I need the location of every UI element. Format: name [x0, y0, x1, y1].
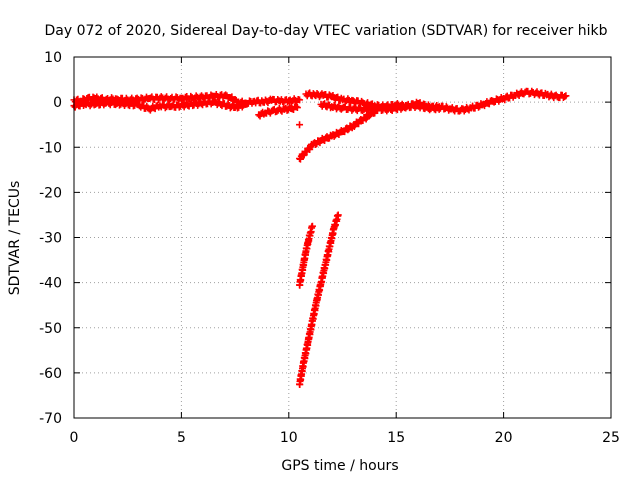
series-dip-9h [255, 103, 301, 120]
data-point [334, 212, 342, 220]
plot-frame [73, 56, 612, 419]
series-outlier [296, 121, 304, 129]
data-point [132, 99, 140, 107]
data-point [294, 95, 302, 103]
data-point [296, 121, 304, 129]
series-recovery-arc [296, 106, 381, 163]
data-point [358, 97, 366, 105]
data-point [241, 99, 249, 107]
data-point [224, 100, 232, 108]
data-point [222, 91, 230, 99]
data-points [70, 87, 570, 389]
data-point [397, 105, 405, 113]
y-tick-label: -60 [39, 366, 62, 382]
x-axis-label: GPS time / hours [281, 458, 398, 474]
y-tick-label: 0 [53, 95, 62, 111]
data-point [372, 106, 380, 114]
y-tick-label: 10 [44, 50, 62, 66]
data-point [561, 92, 569, 100]
x-tick-label: 0 [70, 430, 79, 446]
data-point [336, 104, 344, 112]
x-tick-label: 15 [387, 430, 405, 446]
y-tick-label: -70 [39, 411, 62, 427]
y-tick-labels: -70 -60 -50 -40 -30 -20 -10 0 10 [39, 50, 62, 427]
y-tick-label: -50 [39, 321, 62, 337]
y-tick-label: -30 [39, 231, 62, 247]
data-point [224, 94, 232, 102]
x-tick-label: 5 [177, 430, 186, 446]
series-drop-short [296, 222, 316, 289]
data-point [371, 109, 379, 117]
x-tick-labels: 0 5 10 15 20 25 [70, 430, 620, 446]
x-tick-label: 10 [280, 430, 298, 446]
chart-title: Day 072 of 2020, Sidereal Day-to-day VTE… [45, 23, 608, 39]
data-point [559, 93, 567, 101]
x-tick-label: 20 [495, 430, 513, 446]
series-baseline-afternoon-lower [317, 98, 443, 115]
x-tick-label: 25 [602, 430, 620, 446]
data-point [308, 222, 316, 230]
data-point [330, 132, 338, 140]
data-point [410, 102, 418, 110]
data-point [207, 100, 215, 108]
y-tick-label: -40 [39, 276, 62, 292]
data-point [344, 126, 352, 134]
y-tick-label: -10 [39, 140, 62, 156]
series-drop-long [296, 211, 342, 389]
data-point [460, 107, 468, 115]
data-point [475, 103, 483, 111]
data-point [265, 108, 273, 116]
y-tick-label: -20 [39, 185, 62, 201]
data-point [292, 103, 300, 111]
data-point [434, 104, 442, 112]
data-point [265, 96, 273, 104]
y-axis-label: SDTVAR / TECUs [7, 181, 23, 296]
data-point [442, 103, 450, 111]
data-point [364, 111, 372, 119]
